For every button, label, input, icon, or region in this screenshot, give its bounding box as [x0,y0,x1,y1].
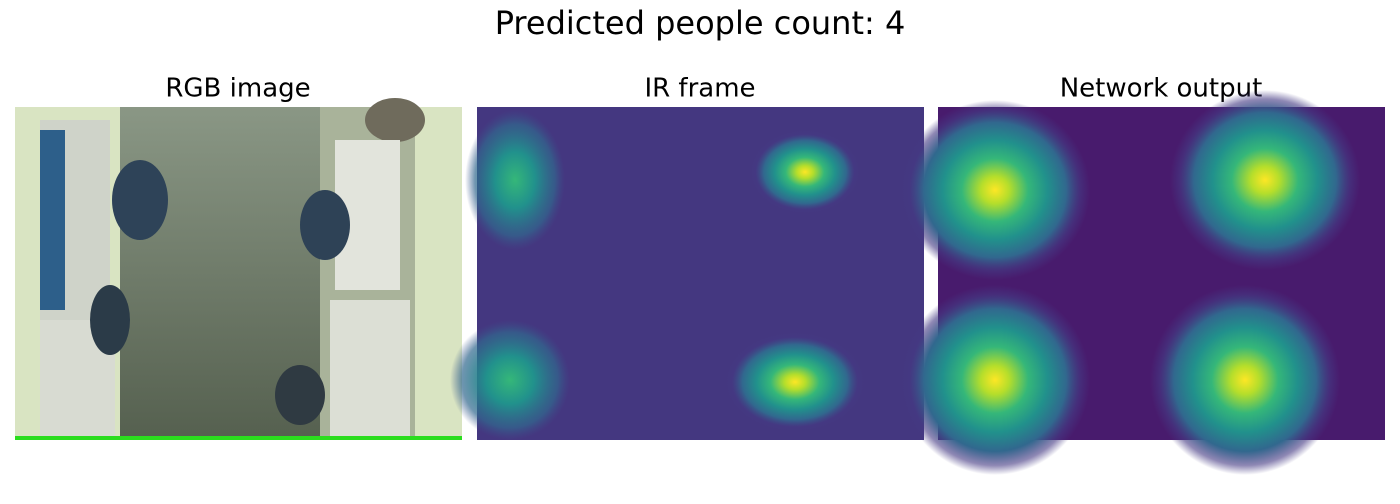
network-output [900,90,1385,475]
panel-title: RGB image [165,74,310,104]
ir-frame [450,107,924,440]
figure-title: Predicted people count: 4 [495,4,906,42]
rgb-image [15,98,462,440]
panel-title: IR frame [644,74,755,104]
